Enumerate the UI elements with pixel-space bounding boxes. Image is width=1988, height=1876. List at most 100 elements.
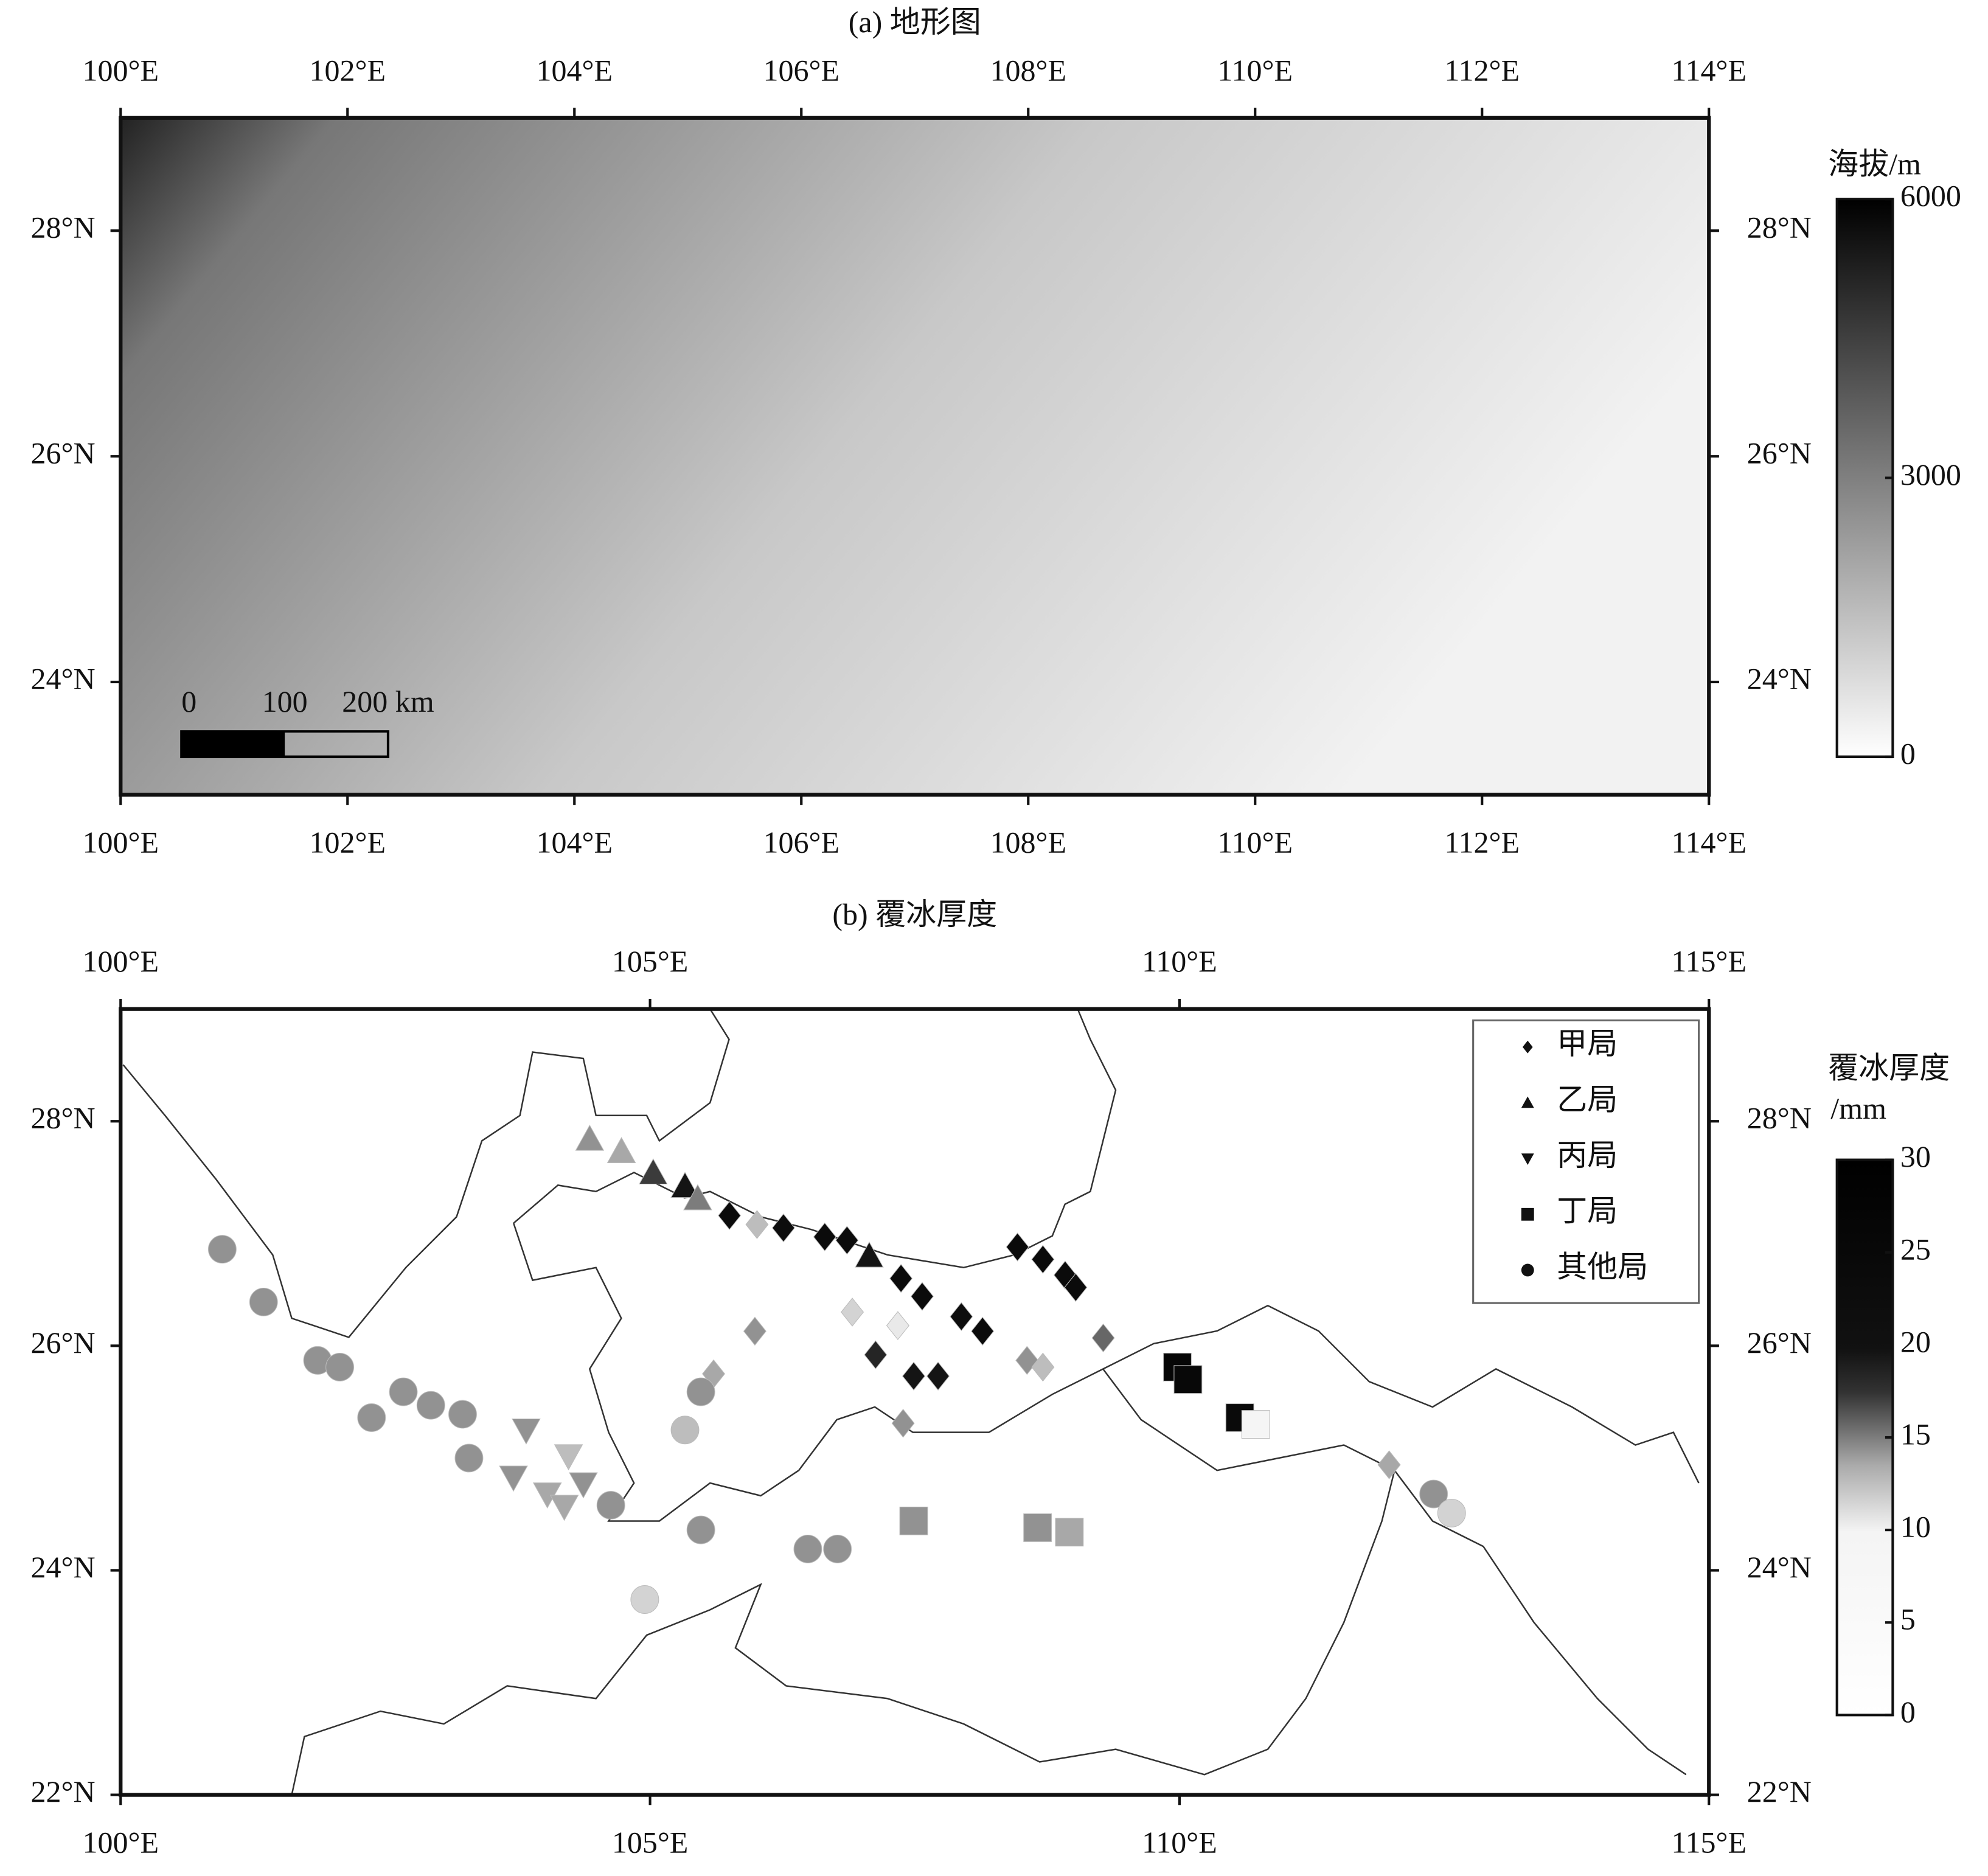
y-tick-label: 24°N — [30, 1550, 95, 1584]
legend-label: 丁局 — [1557, 1194, 1618, 1228]
x-tick-label: 102°E — [309, 53, 386, 87]
marker — [1419, 1479, 1448, 1509]
marker — [454, 1443, 484, 1473]
marker — [670, 1416, 700, 1445]
marker — [1521, 1207, 1534, 1221]
marker — [745, 1210, 769, 1239]
marker — [1055, 1518, 1084, 1547]
marker — [1031, 1245, 1055, 1274]
marker — [389, 1377, 418, 1406]
x-tick-label: 105°E — [612, 1825, 689, 1859]
marker — [864, 1340, 888, 1369]
scale-bar-label: 200 km — [342, 684, 434, 718]
y-tick-label: 24°N — [1747, 1550, 1812, 1584]
marker — [499, 1465, 528, 1492]
marker — [596, 1491, 625, 1520]
marker — [1023, 1513, 1052, 1542]
marker — [207, 1235, 237, 1264]
x-tick-label: 105°E — [612, 944, 689, 978]
marker — [899, 1506, 928, 1535]
marker — [902, 1361, 926, 1391]
y-tick-label: 26°N — [1747, 1325, 1812, 1360]
legend-label: 丙局 — [1557, 1138, 1618, 1172]
marker — [683, 1184, 712, 1211]
colorbar — [1835, 1158, 1894, 1717]
colorbar-tick-label: 20 — [1900, 1324, 1931, 1358]
marker — [793, 1535, 822, 1563]
y-tick-label: 26°N — [1747, 436, 1812, 470]
x-tick-label: 100°E — [82, 944, 159, 978]
colorbar-title: 海拔/m — [1828, 147, 1921, 181]
marker — [1377, 1450, 1401, 1479]
marker — [835, 1226, 859, 1255]
colorbar-title: 覆冰厚度 — [1828, 1051, 1950, 1085]
x-tick-label: 110°E — [1142, 944, 1217, 978]
x-tick-label: 112°E — [1444, 825, 1520, 859]
legend-box — [1472, 1019, 1700, 1304]
y-tick-label: 26°N — [30, 1325, 95, 1360]
marker — [841, 1298, 864, 1327]
colorbar-tick-label: 15 — [1900, 1417, 1931, 1451]
scale-bar-label: 0 — [181, 684, 196, 718]
marker — [448, 1400, 477, 1429]
colorbar-tick-label: 10 — [1900, 1510, 1931, 1544]
y-tick-label: 26°N — [30, 436, 95, 470]
marker — [1437, 1498, 1466, 1527]
marker — [771, 1213, 795, 1243]
colorbar-tick-label: 25 — [1900, 1232, 1931, 1266]
x-tick-label: 115°E — [1671, 1825, 1746, 1859]
marker — [686, 1515, 715, 1544]
marker — [1521, 1263, 1534, 1277]
marker — [575, 1124, 605, 1151]
x-tick-label: 106°E — [763, 53, 839, 87]
province-boundaries — [122, 1009, 1700, 1795]
legend-label: 甲局 — [1557, 1027, 1618, 1061]
colorbar-tick-label: 5 — [1900, 1602, 1916, 1636]
legend-label: 乙局 — [1557, 1082, 1618, 1116]
y-tick-label: 28°N — [1747, 1101, 1812, 1135]
colorbar-tick-label: 0 — [1900, 737, 1916, 771]
overlay: (a) 地形图100°E100°E102°E102°E104°E104°E106… — [30, 5, 1961, 1859]
x-tick-label: 100°E — [82, 825, 159, 859]
marker — [1173, 1365, 1203, 1394]
y-tick-label: 28°N — [1747, 210, 1812, 245]
marker — [1006, 1232, 1029, 1262]
x-tick-label: 115°E — [1671, 944, 1746, 978]
scale-bar-label: 100 — [262, 684, 308, 718]
marker — [670, 1172, 700, 1198]
marker — [554, 1444, 583, 1471]
marker — [910, 1282, 934, 1311]
x-tick-label: 110°E — [1142, 1825, 1217, 1859]
marker — [639, 1158, 668, 1185]
panel-title: (a) 地形图 — [849, 5, 981, 39]
x-tick-label: 108°E — [990, 825, 1066, 859]
y-tick-label: 28°N — [30, 210, 95, 245]
marker — [971, 1316, 995, 1346]
marker — [416, 1391, 445, 1420]
x-tick-label: 104°E — [536, 825, 613, 859]
marker — [926, 1361, 950, 1391]
marker — [357, 1403, 386, 1432]
marker — [718, 1201, 742, 1231]
marker — [1091, 1323, 1115, 1353]
colorbar — [1835, 198, 1894, 759]
marker — [950, 1302, 973, 1332]
marker — [813, 1222, 836, 1252]
marker — [889, 1263, 913, 1293]
marker — [886, 1311, 909, 1340]
marker — [1521, 1096, 1534, 1108]
x-tick-label: 110°E — [1217, 53, 1293, 87]
colorbar-tick-label: 6000 — [1900, 179, 1961, 213]
marker — [606, 1137, 636, 1163]
marker — [325, 1353, 355, 1381]
marker — [1521, 1153, 1534, 1165]
marker — [1522, 1040, 1533, 1054]
marker — [569, 1472, 598, 1499]
marker — [549, 1495, 579, 1521]
marker — [1015, 1346, 1039, 1375]
x-tick-label: 104°E — [536, 53, 613, 87]
x-tick-label: 102°E — [309, 825, 386, 859]
scale-bar-fill — [181, 731, 285, 757]
marker — [891, 1408, 915, 1438]
